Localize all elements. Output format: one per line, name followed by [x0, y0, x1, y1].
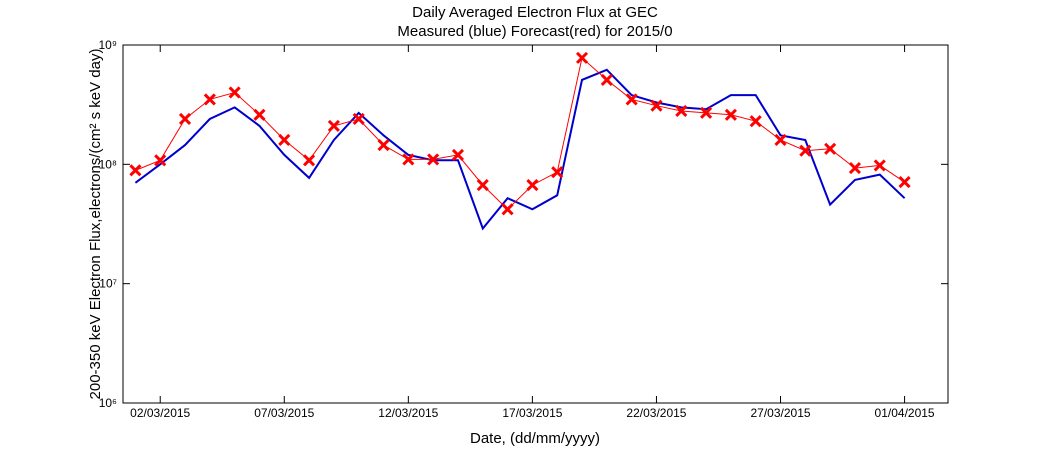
y-tick-label: 10⁹	[99, 38, 118, 52]
x-marker	[178, 112, 192, 126]
x-tick-label: 17/03/2015	[502, 406, 562, 420]
x-marker	[327, 119, 340, 132]
x-marker	[749, 115, 762, 128]
x-marker	[600, 73, 613, 86]
x-marker	[526, 179, 539, 192]
x-marker	[253, 108, 266, 121]
x-marker	[303, 154, 316, 167]
x-marker	[724, 108, 737, 121]
series-line	[135, 56, 905, 210]
x-tick-label: 02/03/2015	[130, 406, 190, 420]
x-marker	[898, 176, 911, 189]
x-tick-label: 07/03/2015	[254, 406, 314, 420]
x-marker	[675, 104, 688, 118]
x-marker	[154, 154, 167, 167]
x-tick-label: 22/03/2015	[626, 406, 686, 420]
chart-subtitle: Measured (blue) Forecast(red) for 2015/0	[397, 23, 672, 40]
x-marker	[774, 133, 787, 147]
x-marker	[278, 133, 291, 147]
x-marker	[451, 148, 465, 161]
x-marker	[799, 144, 812, 157]
x-marker	[377, 139, 390, 152]
x-marker	[873, 159, 886, 172]
x-marker	[848, 162, 862, 175]
y-tick-label: 10⁸	[99, 157, 117, 171]
x-axis-title: Date, (dd/mm/yyyy)	[470, 430, 600, 447]
x-marker	[352, 112, 365, 126]
x-marker	[824, 142, 837, 155]
x-marker	[476, 179, 489, 192]
x-tick-label: 27/03/2015	[750, 406, 810, 420]
x-tick-label: 12/03/2015	[378, 406, 438, 420]
y-tick-label: 10⁶	[99, 396, 117, 410]
plot-frame	[122, 44, 949, 404]
x-marker	[228, 86, 241, 99]
x-marker	[203, 93, 216, 106]
y-axis-title: 200-350 keV Electron Flux,electrons/(cm²…	[87, 49, 104, 400]
x-marker	[575, 51, 589, 64]
x-marker	[551, 166, 564, 179]
y-tick-label: 10⁷	[99, 277, 117, 291]
x-marker	[650, 99, 663, 112]
x-marker	[700, 106, 713, 119]
chart-title: Daily Averaged Electron Flux at GEC	[412, 4, 658, 21]
x-marker	[625, 93, 638, 106]
series-line	[134, 68, 906, 231]
x-tick-label: 01/04/2015	[875, 406, 935, 420]
x-marker	[402, 153, 415, 166]
x-marker	[129, 164, 142, 177]
x-marker	[501, 203, 514, 216]
x-marker	[427, 153, 440, 166]
